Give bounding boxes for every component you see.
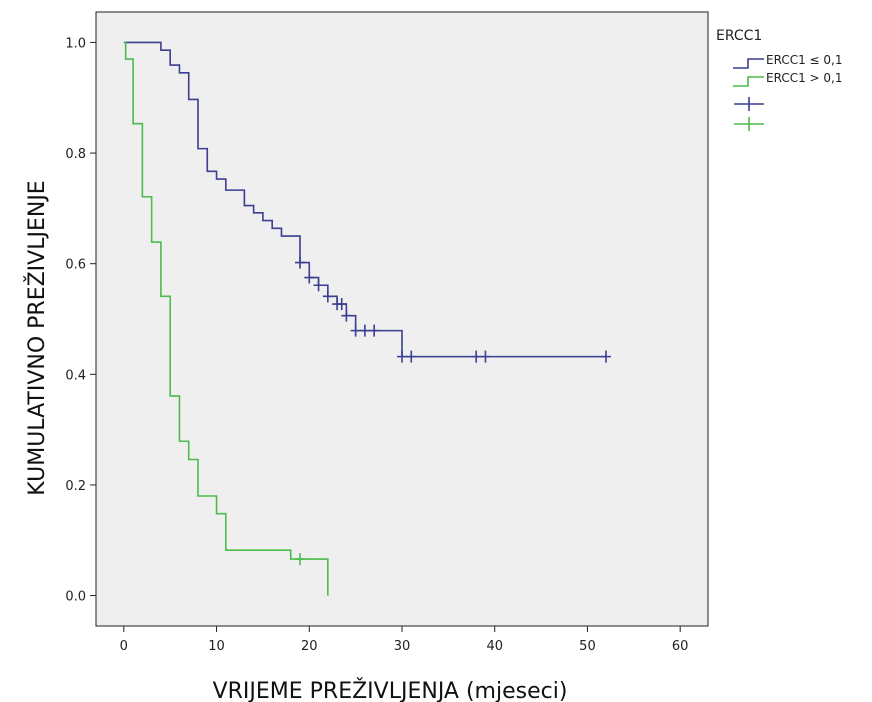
y-tick-label: 0.2 bbox=[65, 479, 86, 494]
x-axis-title: VRIJEME PREŽIVLJENJA (mjeseci) bbox=[213, 678, 568, 702]
censor-mark bbox=[304, 271, 315, 284]
y-tick-label: 0.0 bbox=[65, 590, 86, 605]
series-line-2 bbox=[123, 41, 329, 596]
legend-title: ERCC1 bbox=[716, 28, 762, 44]
legend-swatch-line bbox=[733, 58, 764, 69]
censor-mark bbox=[397, 350, 407, 363]
y-axis: 0.0 0.2 0.4 0.6 0.8 1.0 bbox=[65, 36, 96, 605]
x-tick-label: 20 bbox=[301, 639, 318, 654]
censor-mark bbox=[350, 324, 361, 337]
legend-swatch-line bbox=[733, 76, 764, 87]
x-tick-label: 50 bbox=[579, 639, 596, 654]
censor-mark bbox=[295, 553, 305, 566]
legend: ERCC1 ERCC1 ≤ 0,1 ERCC1 > 0,1 bbox=[716, 28, 842, 131]
censor-mark bbox=[369, 324, 380, 337]
censor-mark bbox=[480, 350, 491, 363]
censor-mark bbox=[601, 350, 611, 363]
legend-label: ERCC1 ≤ 0,1 bbox=[766, 53, 842, 67]
plot-area bbox=[95, 11, 709, 627]
legend-censor-marker bbox=[734, 97, 764, 111]
x-tick-label: 30 bbox=[394, 639, 411, 654]
censor-mark bbox=[406, 350, 417, 363]
y-tick-label: 0.4 bbox=[65, 368, 86, 383]
series-layer bbox=[123, 41, 611, 596]
legend-label: ERCC1 > 0,1 bbox=[766, 71, 842, 85]
x-tick-label: 60 bbox=[672, 639, 689, 654]
censor-mark bbox=[471, 350, 482, 363]
y-tick-label: 1.0 bbox=[65, 36, 86, 51]
y-tick-label: 0.6 bbox=[65, 258, 86, 273]
censor-mark bbox=[295, 256, 305, 269]
x-tick-label: 10 bbox=[208, 639, 225, 654]
censor-mark bbox=[313, 279, 324, 292]
x-tick-label: 40 bbox=[486, 639, 503, 654]
x-axis: 0 10 20 30 40 50 60 bbox=[120, 626, 689, 654]
y-axis-title: KUMULATIVNO PREŽIVLJENJE bbox=[24, 180, 50, 495]
x-tick-label: 0 bbox=[120, 639, 128, 654]
legend-censor-marker bbox=[734, 117, 764, 131]
y-tick-label: 0.8 bbox=[65, 147, 86, 162]
censor-mark bbox=[336, 298, 347, 311]
censor-mark bbox=[341, 309, 352, 322]
censor-mark bbox=[322, 290, 333, 303]
censor-mark bbox=[359, 324, 370, 337]
